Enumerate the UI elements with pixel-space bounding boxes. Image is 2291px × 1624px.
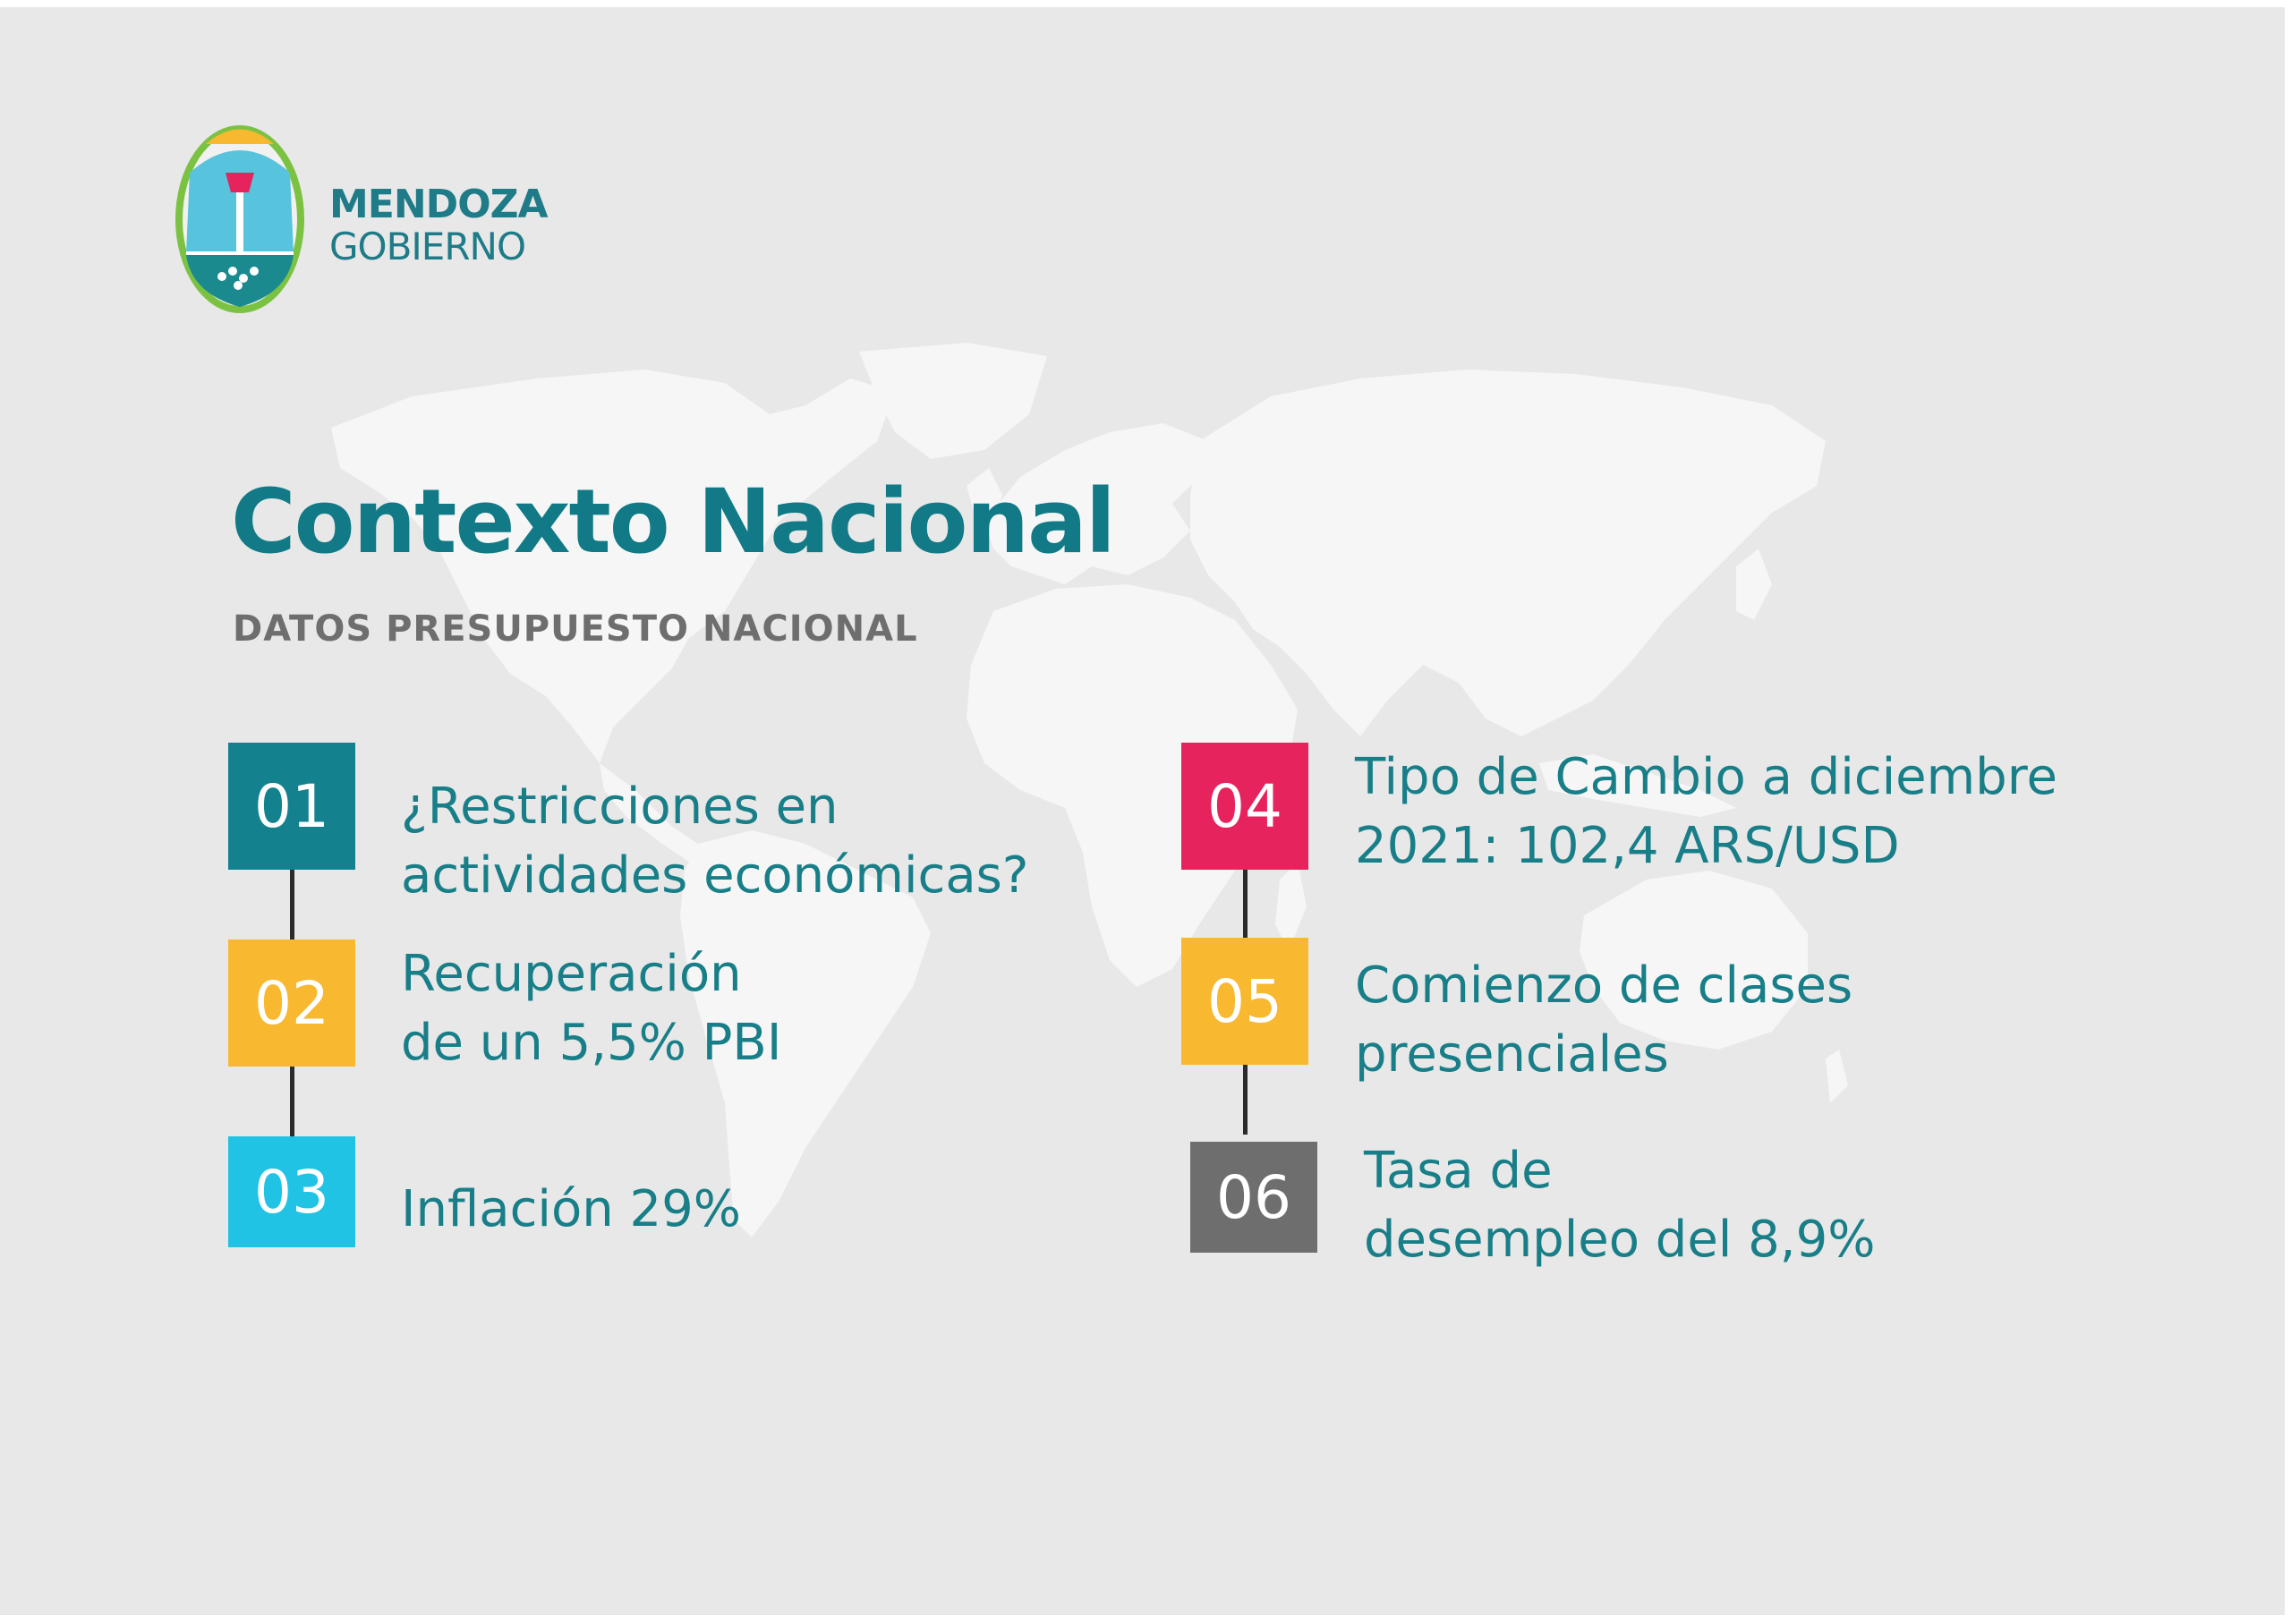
item-02-number-box: 02	[228, 940, 355, 1067]
item-04-label: Tipo de Cambio a diciembre 2021: 102,4 A…	[1355, 743, 2057, 880]
item-01-number-box: 01	[228, 743, 355, 870]
item-06-number-box: 06	[1190, 1142, 1317, 1253]
logo-text-gobierno: GOBIERNO	[329, 225, 526, 268]
item-01-label-line-2: actividades económicas?	[401, 846, 1029, 905]
page-subtitle: DATOS PRESUPUESTO NACIONAL	[233, 608, 918, 650]
item-05-label-line-2: presenciales	[1355, 1025, 1669, 1084]
slide: MENDOZA GOBIERNO Contexto Nacional DATOS…	[0, 7, 2285, 1615]
item-02-label-line-1: Recuperación	[401, 945, 742, 1003]
item-06-label: Tasa de desempleo del 8,9%	[1364, 1136, 1875, 1274]
page-title: Contexto Nacional	[231, 471, 1116, 574]
logo-text-mendoza: MENDOZA	[329, 182, 549, 227]
connector-01-02	[290, 870, 294, 943]
item-02-label-line-2: de un 5,5% PBI	[401, 1014, 782, 1072]
item-04-label-line-2: 2021: 102,4 ARS/USD	[1355, 817, 1900, 875]
mendoza-coat-of-arms-emblem	[175, 125, 304, 313]
mendoza-gobierno-logo: MENDOZA GOBIERNO	[170, 119, 549, 325]
item-01-label: ¿Restricciones en actividades económicas…	[401, 772, 1029, 910]
item-06-label-line-2: desempleo del 8,9%	[1364, 1211, 1876, 1269]
item-03-label: Inflación 29%	[401, 1175, 741, 1244]
item-03-label-line-1: Inflación 29%	[401, 1180, 741, 1238]
item-05-label-line-1: Comienzo de clases	[1355, 957, 1853, 1015]
world-map-background	[331, 343, 1848, 1237]
connector-04-05	[1243, 870, 1248, 940]
connector-05-06	[1243, 1065, 1248, 1135]
item-04-number-box: 04	[1181, 743, 1308, 870]
item-05-number-box: 05	[1181, 938, 1308, 1065]
item-06-label-line-1: Tasa de	[1364, 1142, 1553, 1200]
item-03-number-box: 03	[228, 1136, 355, 1247]
item-02-label: Recuperación de un 5,5% PBI	[401, 940, 781, 1077]
connector-02-03	[290, 1067, 294, 1140]
item-04-label-line-1: Tipo de Cambio a diciembre	[1355, 748, 2057, 806]
item-01-label-line-1: ¿Restricciones en	[401, 778, 839, 836]
item-05-label: Comienzo de clases presenciales	[1355, 951, 1852, 1089]
